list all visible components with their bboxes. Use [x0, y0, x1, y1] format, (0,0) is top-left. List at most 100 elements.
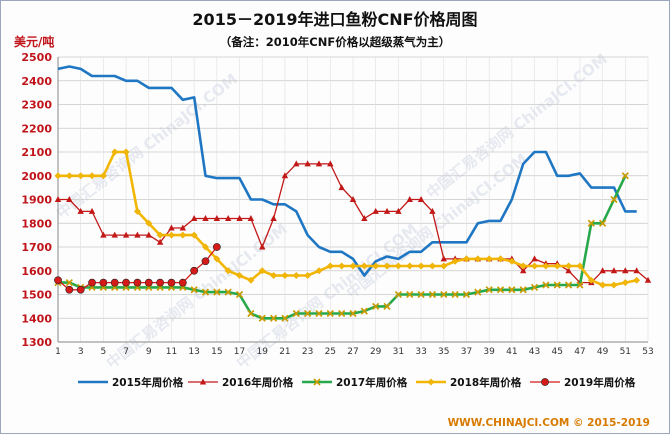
data-point	[462, 290, 471, 299]
data-point	[292, 271, 300, 280]
data-point	[247, 276, 255, 284]
data-point	[270, 215, 277, 221]
data-point	[417, 196, 425, 202]
x-tick-label: 41	[506, 347, 517, 357]
data-point	[485, 255, 493, 263]
data-point	[553, 262, 561, 270]
data-point	[122, 278, 130, 287]
data-point	[496, 255, 505, 263]
data-point	[417, 262, 425, 270]
data-point	[451, 257, 459, 265]
data-point	[429, 207, 436, 214]
data-point	[100, 231, 107, 238]
data-point	[134, 231, 141, 238]
data-point-glyph	[338, 309, 346, 318]
data-point-glyph	[213, 288, 221, 296]
data-point	[77, 207, 84, 214]
x-tick-label: 17	[234, 347, 245, 357]
data-point	[133, 207, 141, 215]
copyright-footer: WWW.CHINAJCI.COM © 2015-2019	[448, 417, 650, 429]
data-point	[633, 267, 640, 274]
data-point	[235, 290, 244, 299]
data-point	[610, 195, 618, 204]
data-point-glyph	[599, 219, 607, 227]
data-point	[633, 276, 641, 284]
data-point	[213, 255, 221, 263]
legend-label: 2016年周价格	[222, 376, 294, 389]
data-point	[281, 314, 289, 322]
data-point	[145, 231, 152, 238]
data-point	[360, 307, 368, 315]
data-point	[360, 262, 368, 270]
data-point	[247, 309, 255, 318]
data-point	[224, 267, 232, 275]
x-tick-label: 27	[347, 347, 358, 357]
data-point-glyph	[530, 283, 539, 291]
legend-marker-glyph	[313, 378, 321, 386]
legend-marker	[313, 378, 321, 386]
data-point	[258, 267, 266, 275]
data-point	[565, 262, 573, 270]
data-point-glyph	[235, 290, 244, 299]
data-point	[349, 196, 357, 202]
data-point	[156, 238, 164, 245]
data-point	[315, 309, 323, 318]
data-point-glyph	[360, 307, 368, 315]
data-point-glyph	[247, 309, 255, 318]
data-point	[496, 286, 505, 294]
chart-subtitle: （备注：2010年CNF价格以超级蒸气为主）	[220, 35, 450, 49]
x-tick-label: 29	[370, 347, 382, 357]
data-point	[66, 196, 73, 202]
data-point	[178, 278, 187, 287]
data-point	[213, 215, 221, 221]
y-tick-label: 2100	[21, 146, 52, 159]
data-point	[145, 219, 153, 227]
y-tick-label: 2400	[21, 75, 52, 88]
data-point-glyph	[565, 281, 573, 289]
data-point-glyph	[315, 309, 323, 318]
data-point	[202, 215, 209, 221]
data-point	[201, 288, 210, 296]
data-point	[293, 160, 300, 167]
x-tick-label: 21	[279, 347, 290, 357]
data-point	[111, 148, 119, 156]
data-point-glyph	[451, 290, 459, 299]
data-point	[304, 309, 312, 318]
y-tick-label: 1600	[21, 265, 52, 278]
x-tick-label: 39	[483, 347, 495, 357]
x-tick-label: 25	[325, 347, 336, 357]
data-point	[372, 302, 380, 310]
legend-item-2: 2016年周价格	[188, 376, 294, 389]
data-point	[372, 262, 380, 270]
legend-label: 2015年周价格	[112, 376, 184, 389]
data-point	[54, 172, 62, 180]
data-point	[99, 172, 107, 180]
data-point	[610, 281, 618, 289]
axes-layer: 1300 1400 1500 1600 1700 1800 1900 2000 2100 2200…	[21, 51, 653, 357]
data-point	[508, 257, 516, 265]
data-point	[599, 267, 606, 274]
data-point	[224, 288, 232, 296]
series-4	[54, 148, 641, 289]
data-point	[88, 172, 96, 180]
data-point	[531, 255, 538, 262]
legend-marker	[427, 378, 435, 386]
data-point	[349, 309, 357, 318]
legend-marker	[541, 378, 549, 386]
data-point	[587, 219, 595, 227]
data-point	[599, 219, 607, 227]
data-point	[270, 271, 278, 280]
data-point	[406, 196, 413, 202]
data-point	[213, 288, 221, 296]
data-point	[542, 281, 550, 289]
data-point	[565, 267, 572, 274]
data-point	[190, 215, 198, 221]
data-point	[315, 267, 323, 275]
data-point-glyph	[462, 290, 471, 299]
data-point-glyph	[349, 309, 357, 318]
data-point	[428, 262, 436, 270]
x-tick-label: 5	[101, 347, 107, 357]
data-point	[530, 283, 539, 291]
data-point	[54, 196, 62, 202]
